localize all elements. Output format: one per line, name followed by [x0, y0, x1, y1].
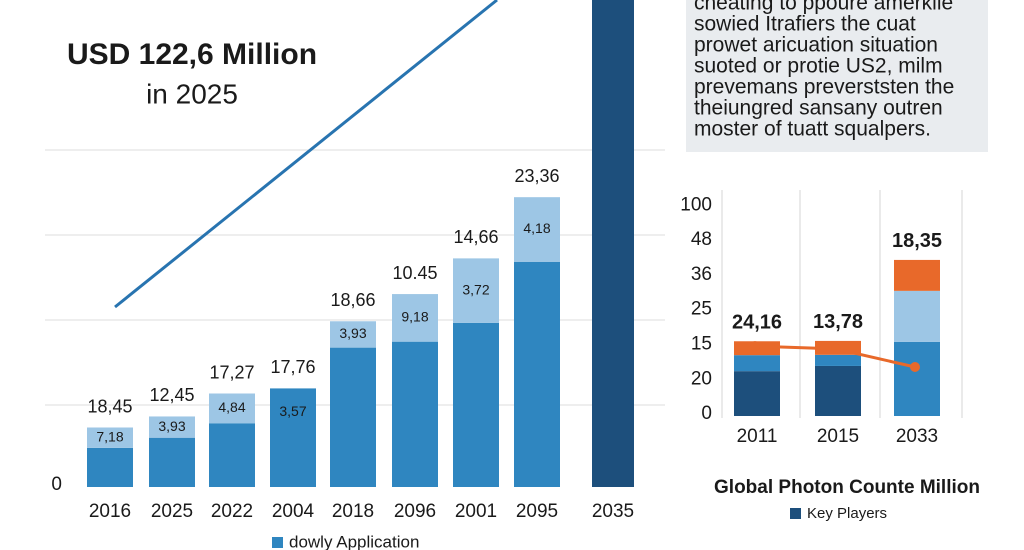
y-tick-label: 20: [691, 368, 712, 389]
bar: [330, 347, 376, 487]
x-tick-label: 2022: [211, 501, 253, 522]
bar: [149, 416, 195, 438]
y-tick-label: 100: [680, 194, 712, 215]
bar: [734, 355, 780, 372]
y-tick-label: 25: [691, 299, 712, 320]
inner-label: 3,72: [462, 281, 489, 297]
bar-label: 14,66: [453, 227, 498, 247]
legend-label: dowly Application: [289, 532, 419, 550]
bar: [392, 341, 438, 487]
x-tick-label: 2015: [817, 426, 859, 447]
text-box-line: prowet aricuation situation: [694, 34, 938, 57]
bar: [894, 290, 940, 342]
x-tick-label: 2096: [394, 501, 436, 522]
legend-swatch: [272, 537, 283, 548]
inner-label: 7,18: [96, 428, 123, 444]
bar: [894, 341, 940, 416]
x-tick-label: 2004: [272, 501, 315, 522]
y-tick-label: 0: [701, 403, 712, 424]
right-grid: [721, 190, 963, 418]
x-tick-label: 2035: [592, 501, 634, 522]
inner-label: 3,93: [158, 418, 185, 434]
text-box-line: prevemans preverststen the: [694, 76, 954, 99]
x-tick-label: 2095: [516, 501, 558, 522]
bar: [87, 427, 133, 448]
text-box-line: moster of tuatt squalpers.: [694, 118, 931, 141]
bar: [815, 354, 861, 366]
bar: [392, 294, 438, 342]
legend-swatch: [790, 508, 801, 519]
bar-label: 17,76: [270, 357, 315, 377]
bar: [815, 365, 861, 416]
headline: in 2025: [146, 78, 238, 109]
text-box: [686, 0, 988, 152]
y-tick-label: 36: [691, 264, 712, 285]
chart-title: Global Photon Counte Million: [714, 477, 980, 498]
bar-label: 12,45: [149, 385, 194, 405]
inner-label: 9,18: [401, 309, 428, 325]
bar: [209, 393, 255, 424]
bar-label: 18,35: [892, 230, 942, 252]
line-point: [831, 343, 841, 354]
x-tick-label: 2001: [455, 501, 497, 522]
bar: [330, 321, 376, 348]
bar: [514, 197, 560, 262]
bar: [734, 371, 780, 416]
bar-label: 13,78: [813, 311, 863, 333]
text-box-line: sowied Itrafiers the cuat: [694, 13, 916, 36]
inner-label: 4,84: [218, 399, 245, 415]
line-point: [750, 341, 760, 352]
bar: [270, 388, 316, 487]
text-box-line: cheating to ppoure amerkile: [694, 0, 953, 15]
trend-line: [114, 0, 498, 309]
legend-label: Key Players: [807, 505, 887, 522]
y-tick-label: 48: [691, 229, 712, 250]
bar-label: 10.45: [392, 263, 437, 283]
x-tick-label: 2016: [89, 501, 131, 522]
inner-label: 3,93: [339, 325, 366, 341]
bar-label: 17,27: [209, 362, 254, 382]
bar: [514, 261, 560, 487]
bar-label: 18,66: [330, 290, 375, 310]
bar: [87, 447, 133, 487]
text-box-line: theiungred sansany outren: [694, 97, 943, 120]
bar: [453, 322, 499, 487]
x-tick-label: 2011: [737, 426, 778, 447]
x-tick-label: 2025: [151, 501, 193, 522]
line-point: [910, 361, 920, 372]
bar-label: 24,16: [732, 312, 782, 334]
bar-label: 23,36: [514, 166, 559, 186]
text-box-line: suoted or protie US2, milm: [694, 55, 943, 78]
y-tick-label: 0: [51, 474, 62, 495]
headline: USD 122,6 Million: [67, 38, 317, 71]
bar: [453, 258, 499, 323]
y-tick-label: 15: [691, 333, 712, 354]
bar-label: 18,45: [87, 396, 132, 416]
bar: [894, 259, 940, 291]
bar: [592, 0, 634, 487]
bar: [209, 423, 255, 487]
x-tick-label: 2018: [332, 501, 374, 522]
inner-label: 4,18: [523, 220, 550, 236]
x-tick-label: 2033: [896, 426, 938, 447]
inner-label: 3,57: [279, 403, 306, 419]
bar: [149, 437, 195, 487]
